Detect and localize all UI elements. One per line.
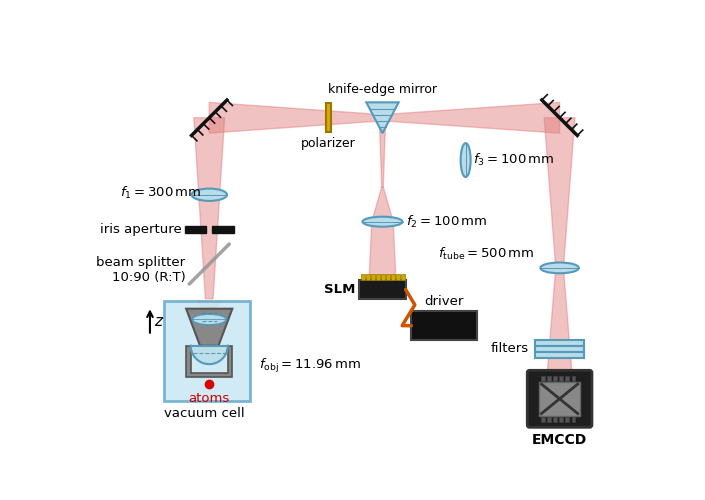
Bar <box>541 376 544 381</box>
Bar <box>381 274 385 280</box>
Polygon shape <box>197 301 221 308</box>
Bar <box>386 274 390 280</box>
Polygon shape <box>383 102 560 133</box>
Bar <box>212 226 234 233</box>
Bar <box>572 416 575 422</box>
Polygon shape <box>186 308 233 346</box>
Bar <box>164 301 250 401</box>
Text: iris aperture: iris aperture <box>100 223 181 236</box>
Bar <box>376 274 380 280</box>
Ellipse shape <box>362 216 403 226</box>
Bar <box>553 416 557 422</box>
Text: EMCCD: EMCCD <box>532 432 587 446</box>
Ellipse shape <box>192 314 226 325</box>
Bar <box>366 274 370 280</box>
Polygon shape <box>191 346 228 364</box>
Text: $f_2 = 100\,\mathrm{mm}$: $f_2 = 100\,\mathrm{mm}$ <box>405 214 487 230</box>
FancyBboxPatch shape <box>527 370 592 428</box>
Bar <box>535 340 584 345</box>
Bar <box>559 376 563 381</box>
Text: $f_3 = 100\,\mathrm{mm}$: $f_3 = 100\,\mathrm{mm}$ <box>473 152 555 168</box>
Bar <box>391 274 395 280</box>
Text: $z$: $z$ <box>154 314 164 328</box>
Bar <box>371 274 375 280</box>
Polygon shape <box>194 118 225 298</box>
Bar <box>396 274 400 280</box>
Text: beam splitter
10:90 (R:T): beam splitter 10:90 (R:T) <box>97 256 185 284</box>
Bar <box>411 311 477 340</box>
Bar <box>360 280 405 299</box>
Text: filters: filters <box>491 342 529 355</box>
Ellipse shape <box>540 262 579 274</box>
Bar <box>565 416 569 422</box>
Polygon shape <box>372 187 393 222</box>
Bar <box>185 226 206 233</box>
Bar <box>572 376 575 381</box>
Polygon shape <box>379 121 386 187</box>
Bar <box>401 274 405 280</box>
Text: $f_\mathrm{obj} = 11.96\,\mathrm{mm}$: $f_\mathrm{obj} = 11.96\,\mathrm{mm}$ <box>259 358 362 376</box>
Bar <box>539 382 580 416</box>
Bar <box>361 274 364 280</box>
Text: $f_1 = 300\,\mathrm{mm}$: $f_1 = 300\,\mathrm{mm}$ <box>121 185 202 202</box>
Ellipse shape <box>460 143 471 177</box>
Text: atoms: atoms <box>189 392 230 405</box>
Bar <box>565 376 569 381</box>
Polygon shape <box>186 346 233 377</box>
Polygon shape <box>209 102 383 133</box>
Polygon shape <box>546 268 573 391</box>
Bar <box>547 376 551 381</box>
Text: driver: driver <box>424 295 464 308</box>
Bar <box>326 103 331 132</box>
Bar <box>541 416 544 422</box>
Polygon shape <box>367 102 398 133</box>
Ellipse shape <box>192 188 227 201</box>
Polygon shape <box>544 118 575 268</box>
Bar <box>559 416 563 422</box>
Text: $f_\mathrm{tube} = 500\,\mathrm{mm}$: $f_\mathrm{tube} = 500\,\mathrm{mm}$ <box>439 246 535 262</box>
Text: polarizer: polarizer <box>301 137 356 150</box>
Text: vacuum cell: vacuum cell <box>164 408 245 420</box>
Text: SLM: SLM <box>324 283 355 296</box>
Bar <box>535 352 584 358</box>
Bar <box>547 416 551 422</box>
Bar <box>553 376 557 381</box>
Text: knife-edge mirror: knife-edge mirror <box>328 83 437 96</box>
Bar <box>535 346 584 352</box>
Polygon shape <box>369 222 396 290</box>
